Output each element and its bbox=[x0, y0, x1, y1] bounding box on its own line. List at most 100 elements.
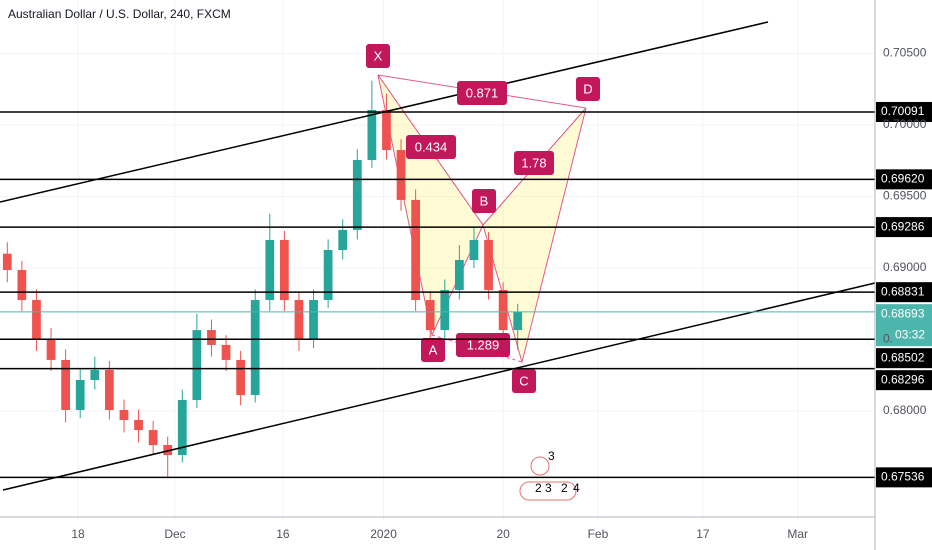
candle-body bbox=[90, 369, 100, 380]
level-label-box bbox=[876, 282, 932, 303]
candle-body bbox=[163, 445, 173, 456]
level-label-box bbox=[876, 101, 932, 122]
label-box bbox=[512, 369, 536, 393]
candles bbox=[2, 80, 523, 479]
level-label-box bbox=[876, 217, 932, 238]
candle-body bbox=[148, 430, 158, 446]
point-label: X bbox=[374, 48, 383, 63]
level-label-box bbox=[876, 467, 932, 488]
candle-body bbox=[236, 359, 245, 395]
candle-body bbox=[498, 290, 508, 331]
event-count: 2 bbox=[535, 481, 542, 495]
y-tick-label: 0.68000 bbox=[883, 403, 927, 417]
level-label: 0.69620 bbox=[881, 172, 925, 186]
last-price-box bbox=[876, 304, 932, 347]
candle-body bbox=[119, 410, 129, 421]
x-tick-label: 20 bbox=[496, 527, 510, 541]
candle-body bbox=[455, 259, 464, 291]
candle-body bbox=[134, 420, 143, 431]
x-tick-label: 17 bbox=[696, 527, 710, 541]
candle-body bbox=[2, 253, 12, 271]
ratio-label: 1.289 bbox=[467, 337, 500, 352]
grid bbox=[0, 0, 875, 520]
chart-title: Australian Dollar / U.S. Dollar, 240, FX… bbox=[8, 7, 231, 21]
levels: 0.70091 0.69620 0.69286 0.68831 0.68693 03:32… bbox=[0, 101, 932, 488]
candle-body bbox=[382, 109, 391, 151]
last-price-label: 0.68693 bbox=[881, 306, 925, 320]
point-label: C bbox=[519, 373, 528, 388]
x-tick-label: 18 bbox=[71, 527, 85, 541]
candle-body bbox=[396, 150, 406, 200]
candle-body bbox=[309, 300, 318, 340]
label-box bbox=[514, 151, 554, 175]
axes: 0.70500 0.70000 0.69500 0.69000 0. 0.68000 18 D… bbox=[71, 46, 926, 542]
level-label-box bbox=[876, 169, 932, 190]
point-label: D bbox=[583, 81, 592, 96]
candle-body bbox=[513, 311, 523, 331]
candle-body bbox=[46, 339, 56, 360]
pattern-labels: X A B C D 0.871 0.434 1.78 1.289 bbox=[366, 44, 600, 393]
candle-body bbox=[32, 300, 41, 340]
candle-body bbox=[411, 199, 420, 301]
candle-body bbox=[440, 290, 450, 331]
candle-body bbox=[192, 330, 202, 400]
event-count: 3 bbox=[545, 481, 552, 495]
ratio-label: 0.434 bbox=[415, 139, 448, 154]
countdown-label: 03:32 bbox=[895, 327, 925, 341]
event-badges: 3 2 3 2 4 bbox=[519, 449, 580, 501]
ratio-label: 1.78 bbox=[521, 155, 546, 170]
event-count: 4 bbox=[573, 481, 580, 495]
x-tick-label: Dec bbox=[164, 527, 185, 541]
x-tick-label: 16 bbox=[276, 527, 290, 541]
x-tick-label: 2020 bbox=[370, 527, 397, 541]
level-label-box bbox=[876, 370, 932, 391]
level-label: 0.68502 bbox=[881, 350, 925, 364]
candle-body bbox=[469, 239, 479, 260]
candle-body bbox=[367, 109, 377, 161]
event-count: 2 bbox=[561, 481, 568, 495]
candle-body bbox=[352, 160, 362, 230]
event-icon bbox=[530, 456, 550, 476]
label-box bbox=[421, 338, 445, 362]
event-count: 3 bbox=[548, 449, 555, 463]
level-label: 0.70091 bbox=[881, 104, 925, 118]
candle-body bbox=[338, 229, 348, 250]
candle-body bbox=[207, 330, 216, 345]
trend-line bbox=[2, 282, 876, 491]
candle-body bbox=[265, 239, 275, 301]
label-box bbox=[406, 135, 456, 159]
label-box bbox=[457, 81, 507, 105]
label-box bbox=[576, 77, 600, 101]
ratio-label: 0.871 bbox=[466, 85, 499, 100]
x-tick-label: Feb bbox=[588, 527, 609, 541]
candle-body bbox=[17, 270, 27, 301]
candle-body bbox=[484, 239, 493, 291]
candle-body bbox=[250, 300, 260, 395]
y-tick-label: 0.70000 bbox=[883, 117, 927, 131]
level-label: 0.68831 bbox=[881, 284, 925, 298]
label-box bbox=[366, 44, 390, 68]
candle-body bbox=[425, 300, 435, 331]
pattern-line bbox=[482, 107, 587, 226]
event-icon bbox=[519, 481, 577, 501]
y-tick-label: 0. bbox=[883, 332, 893, 346]
level-label: 0.67536 bbox=[881, 470, 925, 484]
y-tick-label: 0.69000 bbox=[883, 260, 927, 274]
x-tick-label: Mar bbox=[787, 527, 808, 541]
level-label: 0.69286 bbox=[881, 219, 925, 233]
y-tick-label: 0.70500 bbox=[883, 46, 927, 60]
candle-body bbox=[221, 344, 231, 360]
candle-body bbox=[323, 249, 333, 301]
label-box bbox=[472, 189, 496, 213]
level-label-box bbox=[876, 348, 932, 369]
candle-body bbox=[294, 300, 304, 340]
candle-body bbox=[177, 399, 187, 456]
level-label: 0.68296 bbox=[881, 372, 925, 386]
point-label: A bbox=[429, 342, 438, 357]
candle-body bbox=[61, 359, 70, 411]
candle-body bbox=[280, 239, 289, 301]
y-tick-label: 0.69500 bbox=[883, 189, 927, 203]
point-label: B bbox=[480, 193, 489, 208]
